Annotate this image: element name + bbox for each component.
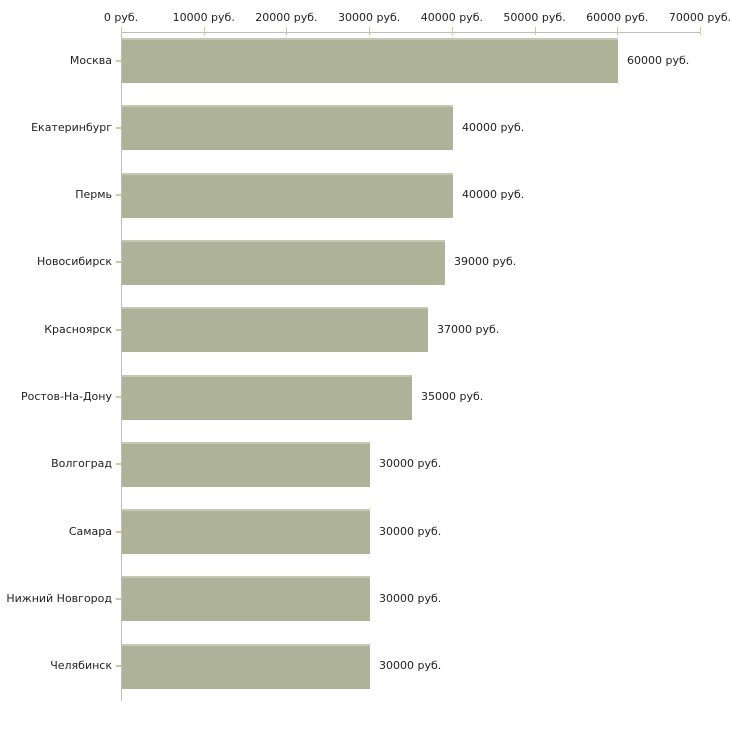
x-axis-tick: [286, 27, 288, 35]
value-label: 39000 руб.: [454, 255, 517, 269]
category-tick: [116, 463, 121, 466]
x-axis-tick-label: 60000 руб.: [586, 11, 649, 24]
bar: [122, 172, 453, 218]
value-label: 30000 руб.: [379, 524, 442, 538]
x-axis-tick: [369, 27, 371, 35]
value-label: 40000 руб.: [462, 120, 525, 134]
category-label: Нижний Новгород: [6, 591, 112, 605]
value-label: 60000 руб.: [627, 53, 690, 67]
x-axis-tick-label: 40000 руб.: [420, 11, 483, 24]
x-axis-tick-label: 30000 руб.: [338, 11, 401, 24]
y-axis-line: [121, 32, 122, 701]
x-axis-tick: [203, 27, 205, 35]
bar: [122, 239, 445, 285]
category-tick: [116, 597, 121, 600]
x-axis-line: [121, 32, 700, 33]
category-tick: [116, 530, 121, 533]
bar: [122, 38, 618, 83]
x-axis-tick-label: 20000 руб.: [255, 11, 318, 24]
value-label: 35000 руб.: [421, 390, 484, 403]
x-axis-tick-label: 70000 руб.: [668, 11, 730, 24]
category-label: Самара: [68, 524, 112, 538]
value-label: 37000 руб.: [437, 322, 500, 336]
category-label: Красноярск: [44, 322, 112, 336]
bar: [122, 307, 428, 353]
category-label: Москва: [69, 53, 112, 67]
bar: [122, 105, 453, 151]
category-tick: [116, 328, 121, 331]
category-tick: [116, 126, 121, 129]
bar: [122, 441, 370, 487]
x-axis-tick: [534, 27, 536, 35]
x-axis-tick-label: 50000 руб.: [503, 11, 566, 24]
category-tick: [116, 59, 121, 62]
bar: [122, 374, 412, 420]
x-axis-tick-label: 0 руб.: [103, 11, 139, 24]
category-label: Пермь: [75, 188, 112, 202]
x-axis-tick-label: 10000 руб.: [172, 11, 235, 24]
category-label: Ростов-На-Дону: [20, 390, 112, 403]
category-tick: [116, 194, 121, 197]
x-axis-tick: [700, 27, 701, 35]
value-label: 30000 руб.: [379, 591, 442, 605]
bar: [122, 576, 370, 622]
x-axis-tick: [617, 27, 619, 35]
bar: [122, 643, 370, 689]
category-label: Волгоград: [51, 457, 112, 471]
x-axis-tick: [451, 27, 453, 35]
category-tick: [116, 665, 121, 668]
category-label: Новосибирск: [36, 255, 112, 269]
value-label: 40000 руб.: [462, 188, 525, 202]
x-axis-tick: [121, 27, 122, 35]
category-tick: [116, 396, 121, 398]
bar: [122, 509, 370, 555]
value-label: 30000 руб.: [379, 659, 442, 673]
category-label: Челябинск: [50, 659, 112, 673]
value-label: 30000 руб.: [379, 457, 442, 471]
category-tick: [116, 261, 121, 264]
category-label: Екатеринбург: [31, 120, 112, 134]
